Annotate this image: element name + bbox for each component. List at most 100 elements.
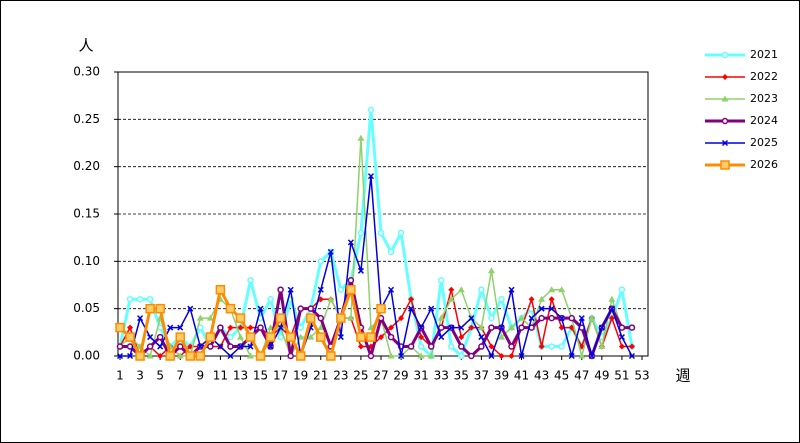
data-point (327, 248, 334, 255)
data-point (548, 305, 555, 312)
data-point (427, 352, 435, 359)
data-point (125, 332, 135, 342)
x-tick-label: 35 (454, 369, 469, 383)
x-tick-label: 39 (494, 369, 509, 383)
legend-marker (721, 139, 729, 147)
data-point (235, 313, 246, 323)
data-point (578, 352, 586, 359)
data-point (508, 324, 515, 331)
data-point (307, 333, 315, 340)
data-point (347, 239, 354, 246)
x-tick-label: 27 (373, 369, 388, 383)
data-point (267, 343, 274, 350)
data-point (458, 324, 465, 331)
x-tick-label: 21 (313, 369, 328, 383)
data-point (608, 295, 616, 302)
data-point (438, 334, 445, 341)
data-point (378, 334, 384, 341)
data-point (307, 305, 314, 312)
y-tick-label: 0.10 (73, 254, 100, 268)
y-tick-label: 0.25 (73, 112, 100, 126)
data-point (417, 343, 425, 350)
data-point (146, 295, 154, 303)
data-point (598, 324, 605, 331)
data-point (357, 267, 364, 274)
data-point (136, 295, 144, 303)
data-point (558, 343, 565, 350)
data-point (205, 332, 216, 342)
data-point (215, 284, 226, 295)
data-point (478, 334, 485, 341)
data-point (417, 352, 425, 359)
data-point (628, 324, 636, 331)
data-point (195, 351, 206, 361)
data-point (538, 295, 546, 302)
data-point (418, 334, 425, 341)
data-point (147, 334, 154, 341)
data-point (398, 315, 405, 322)
data-point (488, 352, 495, 360)
y-tick-label: 0.15 (73, 207, 100, 221)
legend-label: 2025 (750, 136, 778, 149)
data-point (157, 353, 164, 359)
x-tick-label: 29 (393, 369, 408, 383)
data-point (488, 314, 495, 322)
data-point (538, 305, 545, 312)
data-point (287, 286, 294, 293)
data-point (316, 332, 326, 342)
data-point (488, 324, 495, 331)
data-point (488, 343, 495, 350)
data-point (588, 314, 596, 321)
data-point (477, 324, 485, 331)
data-point (448, 324, 455, 331)
data-point (156, 333, 164, 341)
data-point (407, 343, 415, 350)
data-point (448, 286, 455, 293)
data-point (387, 352, 395, 359)
data-point (468, 315, 475, 322)
data-point (257, 324, 264, 331)
x-tick-label: 17 (273, 369, 288, 383)
data-point (275, 313, 286, 323)
data-point (247, 352, 254, 359)
data-point (478, 286, 485, 293)
x-axis-label: 週 (675, 367, 690, 385)
data-point (437, 277, 445, 284)
data-point (497, 333, 505, 340)
data-point (247, 277, 254, 284)
data-point (297, 305, 304, 312)
data-point (487, 267, 495, 274)
data-point (528, 296, 535, 303)
data-point (538, 314, 545, 322)
data-point (146, 343, 154, 350)
x-tick-label: 11 (213, 369, 228, 383)
data-point (548, 296, 555, 303)
data-point (548, 343, 555, 350)
x-tick-label: 47 (574, 369, 589, 383)
data-point (548, 286, 556, 293)
data-point (167, 324, 174, 331)
x-tick-label: 43 (534, 369, 549, 383)
data-point (207, 343, 214, 350)
legend-label: 2024 (750, 114, 778, 127)
data-point (155, 303, 165, 314)
data-point (518, 352, 525, 360)
data-point (217, 343, 224, 350)
y-tick-label: 0.30 (73, 65, 100, 79)
data-point (618, 324, 626, 331)
y-tick-label: 0.00 (73, 349, 100, 363)
data-point (618, 334, 625, 341)
data-point (628, 352, 635, 360)
data-point (177, 324, 184, 331)
data-point (588, 352, 595, 360)
data-point (115, 322, 125, 333)
data-point (157, 343, 164, 350)
x-tick-label: 15 (253, 369, 268, 383)
data-point (608, 315, 615, 322)
data-point (608, 305, 615, 312)
data-point (337, 286, 345, 293)
data-point (618, 286, 626, 293)
data-point (387, 333, 395, 341)
data-point (598, 343, 606, 350)
